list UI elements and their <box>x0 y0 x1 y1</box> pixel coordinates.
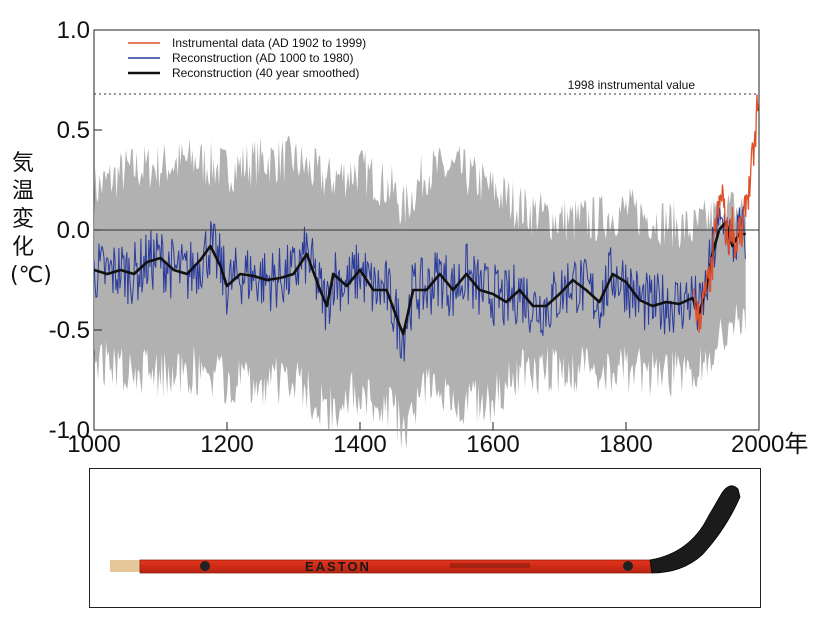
stick-blade <box>649 485 741 574</box>
reference-lines: 1998 instrumental value <box>94 78 759 231</box>
y-axis-label: 気温変化(℃) <box>10 151 52 288</box>
y-tick-label: 0.5 <box>57 117 90 144</box>
y-tick-label: -1.0 <box>49 417 90 444</box>
x-tick-label: 1400 <box>333 431 386 458</box>
y-tick-label: 0.0 <box>57 217 90 244</box>
stick-brand-label: EASTON <box>305 559 371 574</box>
legend-label: Instrumental data (AD 1902 to 1999) <box>172 36 366 50</box>
legend-label: Reconstruction (AD 1000 to 1980) <box>172 51 353 65</box>
x-tick-label: 2000年 <box>731 431 808 458</box>
stick-logo-emblem <box>623 561 633 571</box>
smoothed-line <box>93 220 746 336</box>
y-tick-label: -0.5 <box>49 317 90 344</box>
x-tick-label: 1600 <box>466 431 519 458</box>
x-tick-label: 1800 <box>599 431 652 458</box>
reconstruction-annual-series <box>93 206 746 362</box>
hockey-stick-panel: EASTON <box>89 468 761 608</box>
stick-shaft <box>139 544 699 574</box>
hockey-stick-illustration: EASTON <box>110 485 741 574</box>
x-tick-label: 1000 <box>67 431 120 458</box>
stick-logo-emblem <box>200 561 210 571</box>
instrumental-series <box>693 94 759 333</box>
x-tick-label: 1200 <box>200 431 253 458</box>
stick-grip-tape <box>110 560 142 572</box>
stick-decal <box>450 563 530 568</box>
y-tick-label: 1.0 <box>57 17 90 44</box>
reference-1998-label: 1998 instrumental value <box>568 78 696 92</box>
instrumental-line <box>693 94 759 333</box>
legend: Instrumental data (AD 1902 to 1999)Recon… <box>128 36 366 80</box>
smoothed-series <box>93 220 746 336</box>
annual-reconstruction-line <box>93 206 746 362</box>
legend-label: Reconstruction (40 year smoothed) <box>172 66 359 80</box>
